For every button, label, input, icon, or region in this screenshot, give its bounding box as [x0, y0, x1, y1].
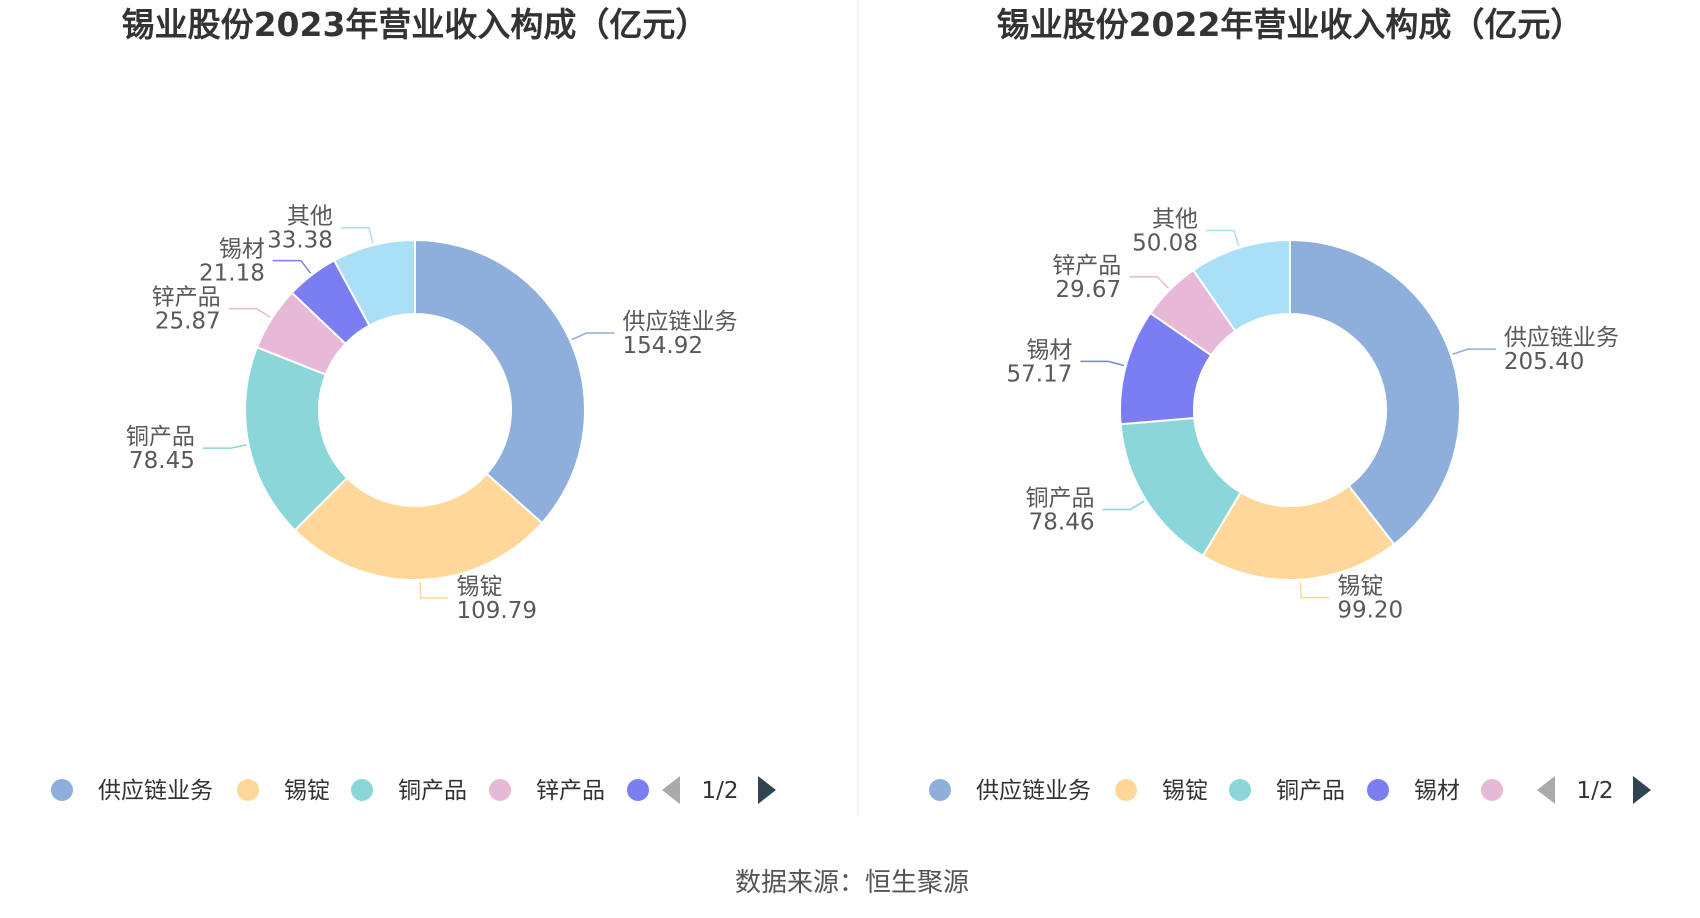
legend-prev-arrow-icon[interactable] — [1537, 776, 1555, 804]
slice-label-name: 供应链业务 — [1504, 325, 1619, 351]
pie-slice-2[interactable] — [293, 472, 544, 581]
slice-label-value: 21.18 — [199, 261, 265, 287]
legend-item[interactable]: 锡锭 — [237, 778, 330, 804]
legend: 供应链业务 锡锭 铜产品 锌产品 1/2 — [51, 776, 776, 804]
slice-label-value: 78.46 — [1029, 509, 1095, 535]
chart-panel-2023: 锡业股份2023年营业收入构成（亿元） 供应链业务154.92锡锭109.79铜… — [51, 5, 776, 804]
slice-label-name: 锌产品 — [152, 285, 221, 311]
data-source: 数据来源：恒生聚源 — [735, 868, 969, 898]
legend-label: 锡锭 — [1162, 778, 1208, 804]
pie-slice-3[interactable] — [244, 345, 349, 532]
slice-label-name: 锡锭 — [457, 574, 503, 600]
leader-line-2 — [419, 581, 449, 599]
chart-title: 锡业股份2023年营业收入构成（亿元） — [122, 5, 709, 44]
legend-marker — [929, 779, 951, 801]
legend-item[interactable]: 锡锭 — [1115, 778, 1208, 804]
pie-slice-6[interactable] — [1191, 238, 1291, 333]
slice-label-value: 29.67 — [1055, 277, 1121, 303]
legend-marker — [51, 779, 73, 801]
legend-marker — [1367, 779, 1389, 801]
legend-item[interactable]: 锌产品 — [489, 778, 605, 804]
leader-line-4 — [228, 307, 271, 318]
leader-line-5 — [272, 259, 312, 274]
legend-marker — [489, 779, 511, 801]
legend-item[interactable]: 供应链业务 — [51, 778, 213, 804]
legend-item[interactable]: 锡材 — [1367, 778, 1460, 804]
leader-line-4 — [1080, 360, 1125, 367]
slice-label-value: 25.87 — [155, 309, 221, 335]
legend-marker-partial — [1481, 779, 1503, 801]
leader-line-6 — [1205, 229, 1240, 247]
legend-marker — [237, 779, 259, 801]
slice-label-value: 33.38 — [267, 228, 333, 254]
pie-slice-6[interactable] — [332, 238, 416, 327]
legend-label: 铜产品 — [1276, 778, 1345, 804]
legend-prev-arrow-icon[interactable] — [662, 776, 680, 804]
legend-marker — [1229, 779, 1251, 801]
legend-marker — [351, 779, 373, 801]
slice-label-value: 99.20 — [1337, 598, 1403, 624]
legend-next-arrow-icon[interactable] — [758, 776, 776, 804]
leader-line-2 — [1299, 581, 1330, 599]
slice-label-value: 57.17 — [1007, 361, 1073, 387]
legend-label: 锌产品 — [536, 778, 605, 804]
slice-label-value: 205.40 — [1504, 349, 1584, 375]
donut-chart — [1119, 238, 1461, 581]
pie-slice-1[interactable] — [414, 238, 586, 525]
slice-label-name: 锌产品 — [1052, 253, 1121, 279]
legend-label: 铜产品 — [398, 778, 467, 804]
legend-item[interactable]: 供应链业务 — [929, 778, 1091, 804]
slice-label-name: 其他 — [287, 204, 333, 230]
leader-line-1 — [571, 332, 615, 341]
chart-panel-2022: 锡业股份2022年营业收入构成（亿元） 供应链业务205.40锡锭99.20铜产… — [929, 5, 1651, 804]
leader-line-5 — [1129, 276, 1170, 289]
legend: 供应链业务 锡锭 铜产品 锡材 1/2 — [929, 776, 1651, 804]
slice-label-value: 154.92 — [623, 333, 703, 359]
slice-label-value: 78.45 — [129, 448, 195, 474]
slice-label-name: 铜产品 — [1025, 485, 1094, 511]
slice-label-name: 其他 — [1152, 207, 1198, 233]
slice-label-name: 供应链业务 — [623, 309, 738, 335]
legend-item[interactable]: 铜产品 — [351, 778, 467, 804]
slice-label-name: 铜产品 — [126, 424, 195, 450]
legend-page-indicator: 1/2 — [701, 778, 738, 804]
legend-label: 锡锭 — [284, 778, 330, 804]
leader-line-1 — [1452, 348, 1496, 356]
slice-label-name: 锡材 — [219, 237, 265, 263]
legend-label: 锡材 — [1414, 778, 1460, 804]
slice-label-value: 109.79 — [457, 598, 537, 624]
slice-label-value: 50.08 — [1132, 231, 1198, 257]
slice-label-name: 锡材 — [1026, 337, 1072, 363]
legend-label: 供应链业务 — [98, 778, 213, 804]
legend-item[interactable]: 铜产品 — [1229, 778, 1345, 804]
legend-next-arrow-icon[interactable] — [1633, 776, 1651, 804]
legend-marker-partial — [627, 779, 649, 801]
chart-title: 锡业股份2022年营业收入构成（亿元） — [997, 5, 1584, 44]
slice-label-name: 锡锭 — [1337, 574, 1383, 600]
leader-line-3 — [1102, 500, 1145, 511]
donut-chart — [244, 238, 586, 581]
legend-marker — [1115, 779, 1137, 801]
legend-page-indicator: 1/2 — [1576, 778, 1613, 804]
pie-slice-1[interactable] — [1289, 238, 1461, 546]
leader-line-3 — [202, 444, 247, 449]
legend-label: 供应链业务 — [976, 778, 1091, 804]
leader-line-6 — [340, 226, 374, 244]
